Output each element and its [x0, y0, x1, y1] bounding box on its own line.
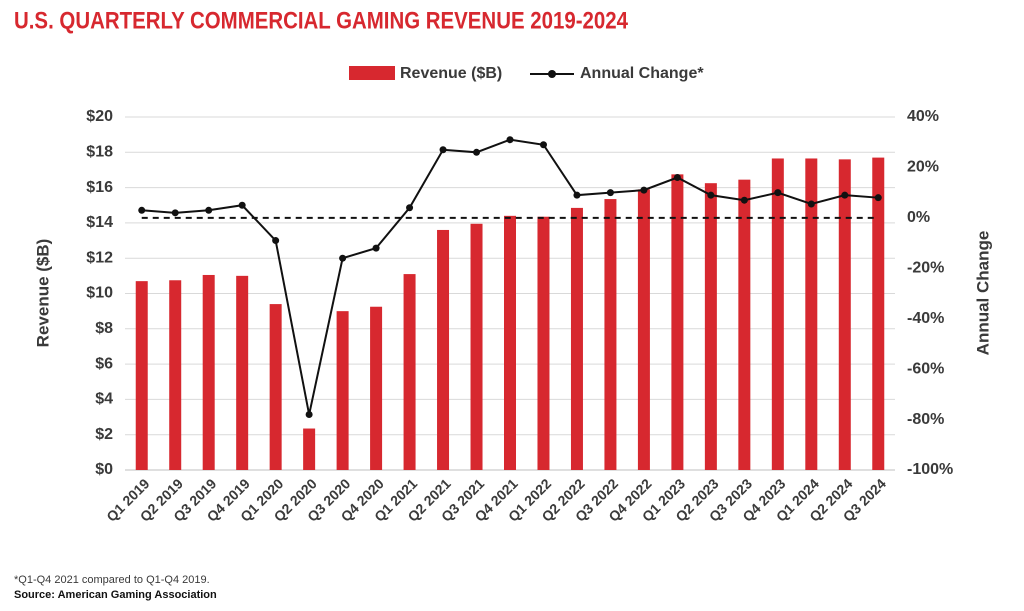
change-point	[372, 244, 380, 252]
change-point	[640, 186, 648, 194]
y-tick-label: $16	[86, 179, 113, 196]
y-tick-label: $18	[86, 144, 113, 161]
bar	[303, 428, 316, 470]
bar	[671, 174, 684, 471]
y2-tick-label: -80%	[907, 411, 944, 428]
bar	[370, 306, 383, 470]
change-point	[573, 191, 581, 199]
bar	[504, 215, 516, 470]
bar	[169, 280, 182, 470]
legend: Revenue ($B) Annual Change*	[349, 65, 704, 82]
legend-label: Annual Change*	[580, 65, 704, 82]
bar	[403, 274, 416, 470]
footnote: *Q1-Q4 2021 compared to Q1-Q4 2019.	[14, 574, 210, 586]
change-point	[673, 174, 681, 182]
bar	[135, 281, 148, 470]
change-point	[807, 200, 815, 208]
y-tick-label: $2	[95, 426, 113, 443]
change-point	[874, 194, 882, 202]
source: Source: American Gaming Association	[14, 589, 217, 601]
change-point	[339, 254, 347, 262]
y2-axis-label: Annual Change	[973, 231, 992, 356]
y-tick-label: $20	[86, 108, 113, 125]
change-point	[272, 237, 280, 245]
bar	[336, 311, 349, 470]
bar	[537, 216, 550, 470]
change-point	[473, 148, 481, 156]
change-point	[606, 189, 614, 197]
bar	[805, 158, 818, 471]
legend-label: Revenue ($B)	[400, 65, 502, 82]
bar	[771, 158, 784, 471]
y2-tick-label: 20%	[907, 159, 939, 176]
bar	[604, 199, 617, 470]
y2-tick-label: -60%	[907, 360, 944, 377]
change-point	[205, 206, 213, 214]
bar	[704, 183, 717, 470]
change-point	[406, 204, 414, 212]
y-tick-label: $4	[95, 391, 113, 408]
chart-title: U.S. QUARTERLY COMMERCIAL GAMING REVENUE…	[14, 7, 629, 34]
legend-swatch	[548, 70, 556, 78]
bar	[437, 229, 450, 470]
y-tick-label: $6	[95, 355, 113, 372]
change-point	[439, 146, 447, 154]
change-point	[841, 191, 849, 199]
bar	[470, 223, 483, 470]
bar	[202, 274, 215, 470]
change-point	[506, 136, 514, 144]
bar	[838, 159, 851, 471]
bar	[872, 157, 885, 470]
change-point	[138, 206, 146, 214]
y2-tick-label: -20%	[907, 260, 944, 277]
bar	[269, 304, 282, 470]
y-tick-label: $14	[86, 214, 113, 231]
y-tick-label: $8	[95, 320, 113, 337]
change-point	[171, 209, 179, 217]
y-tick-label: $12	[86, 249, 113, 266]
legend-swatch	[349, 66, 395, 80]
y-tick-label: $0	[95, 461, 113, 478]
bar	[570, 207, 583, 470]
y-tick-label: $10	[86, 285, 113, 302]
change-point	[539, 141, 547, 149]
change-point	[774, 189, 782, 197]
y-axis-label: Revenue ($B)	[33, 239, 52, 348]
y2-tick-label: 0%	[907, 209, 930, 226]
bar	[637, 189, 650, 471]
bar	[738, 179, 751, 470]
y2-tick-label: -100%	[907, 461, 953, 478]
change-point	[740, 196, 748, 204]
change-point	[305, 411, 313, 419]
change-point	[707, 191, 715, 199]
y2-tick-label: -40%	[907, 310, 944, 327]
y2-tick-label: 40%	[907, 108, 939, 125]
change-point	[238, 201, 246, 209]
bar	[236, 275, 249, 470]
